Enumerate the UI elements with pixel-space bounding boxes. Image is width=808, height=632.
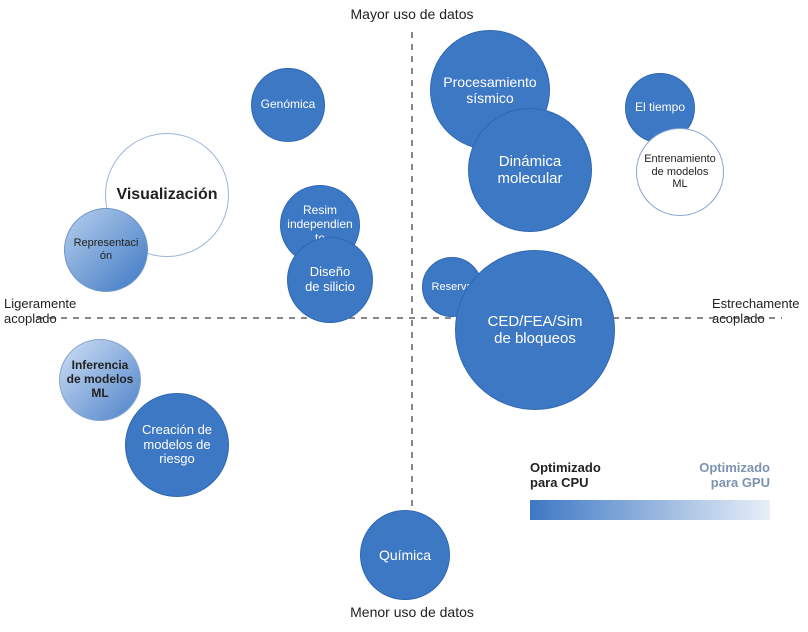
bubble-label: Representación (71, 237, 141, 262)
bubble-dinamica-molecular: Dinámicamolecular (468, 108, 592, 232)
axis-label-bottom: Menor uso de datos (312, 604, 512, 620)
bubble-creacion-modelos-riesgo: Creación demodelos deriesgo (125, 393, 229, 497)
bubble-ced-fea-sim: CED/FEA/Simde bloqueos (455, 250, 615, 410)
axis-label-left: Ligeramenteacoplado (4, 296, 94, 326)
bubble-label: Creación demodelos deriesgo (142, 423, 212, 468)
bubble-label: Entrenamientode modelosML (644, 153, 716, 191)
bubble-label: Química (379, 547, 431, 563)
legend-gradient-bar (530, 500, 770, 520)
legend: Optimizadopara CPU Optimizadopara GPU (530, 460, 770, 530)
bubble-label: Inferenciade modelosML (67, 359, 134, 400)
bubble-label: Dinámicamolecular (497, 153, 562, 188)
bubble-label: Visualización (116, 186, 217, 204)
bubble-inferencia-ml: Inferenciade modelosML (59, 339, 141, 421)
bubble-label: Genómica (261, 98, 316, 112)
bubble-quimica: Química (360, 510, 450, 600)
axis-horizontal (37, 317, 782, 319)
bubble-label: CED/FEA/Simde bloqueos (487, 313, 582, 348)
bubble-entrenamiento-ml: Entrenamientode modelosML (636, 128, 724, 216)
bubble-label: Diseñode silicio (305, 265, 355, 295)
axis-label-right: Estrechamenteacoplado (712, 296, 807, 326)
bubble-genomica: Genómica (251, 68, 325, 142)
legend-label-cpu: Optimizadopara CPU (530, 460, 601, 490)
bubble-label: El tiempo (635, 101, 685, 115)
bubble-diseno-silicio: Diseñode silicio (287, 237, 373, 323)
legend-label-gpu: Optimizadopara GPU (699, 460, 770, 490)
bubble-representacion: Representación (64, 208, 148, 292)
bubble-label: Procesamientosísmico (443, 74, 536, 106)
axis-label-top: Mayor uso de datos (312, 6, 512, 22)
